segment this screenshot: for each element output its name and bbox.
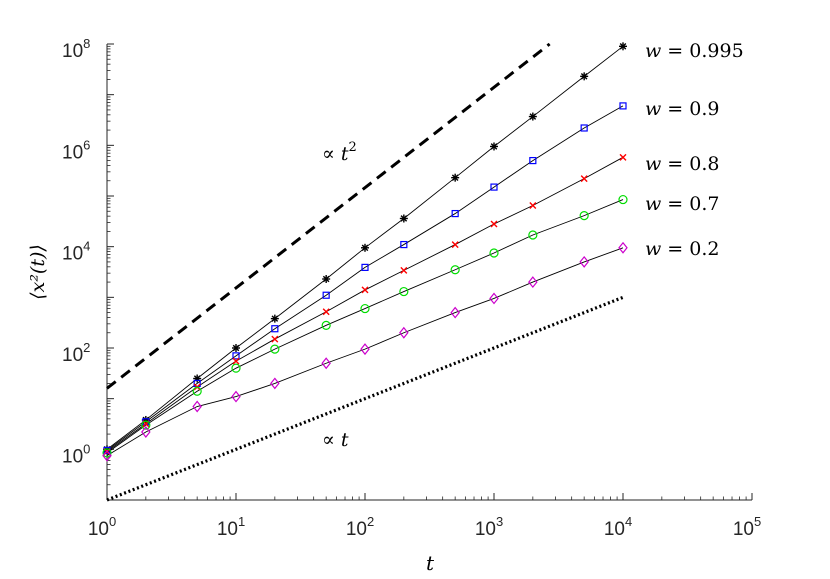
data-point: [618, 194, 628, 205]
data-point: [102, 449, 112, 462]
data-point: [361, 243, 369, 252]
series-line: [106, 105, 624, 451]
series-line: [106, 199, 624, 454]
data-point: [579, 255, 589, 268]
y-tick-label: 102: [62, 340, 90, 366]
data-point: [270, 344, 280, 354]
data-point: [360, 303, 370, 314]
data-point: [232, 352, 240, 360]
labels: ∝ t2 ∝ t w = 0.995 w = 0.9 w = 0.8 w = 0.7 w =…: [322, 40, 744, 451]
data-point: [192, 386, 202, 396]
data-point: [271, 325, 279, 333]
series-label: w = 0.2: [645, 238, 719, 260]
series-label: w = 0.7: [645, 193, 719, 215]
data-point: [360, 343, 370, 356]
data-point: [361, 286, 369, 294]
data-point: [451, 173, 460, 182]
x-tick-label: 101: [217, 514, 245, 540]
y-tick-label: 100: [62, 441, 90, 467]
series-markers: [102, 42, 628, 462]
data-point: [232, 344, 240, 352]
data-point: [489, 248, 499, 258]
data-point: [619, 102, 627, 110]
data-point: [619, 153, 627, 161]
data-point: [399, 214, 408, 223]
data-point: [528, 276, 538, 289]
x-axis-title: t: [426, 551, 435, 575]
data-point: [450, 265, 460, 275]
x-tick-label: 105: [733, 514, 761, 540]
x-tick-label: 100: [88, 514, 116, 540]
y-axis-title: ⟨x²(t)⟩: [27, 244, 49, 300]
data-point: [141, 420, 151, 430]
data-point: [400, 240, 408, 249]
reference-line-t: [106, 295, 624, 502]
data-point: [270, 314, 279, 323]
data-point: [579, 211, 589, 221]
data-point: [618, 241, 628, 254]
series-label: w = 0.9: [645, 98, 719, 120]
y-tick-label: 108: [62, 36, 90, 62]
data-point: [361, 263, 369, 271]
data-point: [399, 326, 409, 339]
data-point: [270, 377, 280, 390]
data-point: [619, 42, 627, 51]
data-point: [529, 201, 537, 209]
data-point: [528, 112, 537, 121]
data-point: [321, 320, 331, 330]
x-tick-label: 102: [346, 514, 374, 540]
y-tick-label: 106: [62, 137, 90, 163]
data-point: [102, 448, 112, 458]
data-point: [450, 306, 460, 319]
y-tick-label: 104: [62, 239, 90, 265]
data-point: [580, 124, 588, 132]
data-point: [451, 241, 459, 249]
data-point: [141, 426, 151, 438]
data-point: [192, 400, 202, 413]
data-point: [580, 72, 589, 81]
reference-label-t: ∝ t: [322, 429, 349, 451]
data-point: [322, 275, 331, 284]
data-point: [490, 142, 498, 151]
reference-line-t2: [106, 42, 551, 390]
data-point: [399, 286, 409, 297]
data-point: [580, 175, 588, 183]
x-tick-label: 103: [475, 514, 503, 540]
data-point: [529, 156, 537, 165]
data-point: [489, 292, 499, 305]
x-tick-label: 104: [604, 514, 632, 540]
series-label: w = 0.995: [645, 40, 744, 62]
axes: 100 101 102 103 104 105 100 102 104 106 108 t ⟨x²(t)…: [27, 36, 761, 575]
data-point: [232, 357, 240, 365]
data-point: [451, 209, 459, 218]
data-point: [322, 291, 330, 299]
data-point: [322, 308, 330, 316]
reference-label-t2: ∝ t2: [322, 140, 357, 165]
data-point: [231, 363, 241, 373]
data-point: [490, 183, 498, 191]
data-point: [400, 266, 408, 274]
reference-lines: [106, 42, 624, 502]
data-point: [271, 335, 279, 343]
series-label: w = 0.8: [645, 153, 719, 175]
series-line: [106, 247, 624, 457]
data-point: [528, 230, 538, 240]
data-point: [490, 220, 498, 228]
data-point: [231, 390, 241, 403]
data-point: [321, 357, 331, 370]
